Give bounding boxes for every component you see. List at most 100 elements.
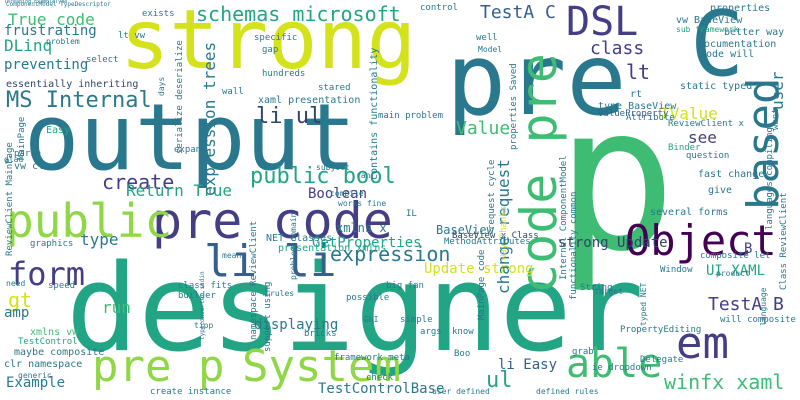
word-li-ul: li ul <box>256 104 323 129</box>
word-net-classes: NET classes <box>266 233 333 244</box>
word-subject: subject <box>316 163 350 172</box>
word-methodattributes: MethodAttributes <box>444 237 531 247</box>
word-type-baseview: type BaseView <box>598 101 677 112</box>
word-mean: mean <box>222 251 242 260</box>
word-reviewclient-x: ReviewClient x <box>668 119 744 129</box>
word-displaying: displaying <box>254 317 339 333</box>
word-example: Example <box>6 375 66 391</box>
word-graphics: graphics <box>30 239 74 249</box>
word-typed-net: typed NET <box>639 282 648 326</box>
word-well: well <box>476 33 498 43</box>
word-functionality-common: functionality common <box>569 191 579 300</box>
word-reviewclient-mainpage: ReviewClient MainPage <box>5 142 15 256</box>
word-class-fits: class fits <box>178 281 233 291</box>
word-clr-namespace: clr namespace <box>4 359 83 370</box>
word-type: type <box>80 230 119 249</box>
word-know: know <box>452 327 474 337</box>
word-lt-vw: lt vw <box>118 31 146 41</box>
word-output: output <box>24 84 357 191</box>
word-form: form <box>8 255 86 293</box>
word-amp: amp <box>4 305 30 321</box>
word-window: Window <box>660 265 693 275</box>
word-pre-code: pre code <box>152 192 393 250</box>
word-way-thanks: way Thanks <box>499 205 509 260</box>
word-xmlns-vw: xmlns vw <box>30 327 79 338</box>
word-vw-clr: vw clr <box>14 161 51 172</box>
word-documentation: documentation <box>698 39 777 50</box>
word-internal-componentmodel: Internal ComponentModel <box>559 155 569 280</box>
word-ui-xaml: UI XAML <box>706 263 766 279</box>
word-create: create <box>102 170 175 194</box>
word-xaml-presentation: xaml presentation <box>258 95 361 106</box>
word-string: String <box>580 283 613 293</box>
word-request-cycle: request cycle <box>487 159 497 230</box>
word-c-big: C <box>690 0 745 97</box>
word-ul: ul <box>486 368 513 393</box>
word-pre-big: pre <box>446 21 627 138</box>
word-baseview-x-class: BaseView x Class <box>452 231 539 241</box>
word-question: question <box>686 151 730 161</box>
word-args: args <box>420 327 442 337</box>
word-strong: strong <box>120 0 417 88</box>
word-grab: grab <box>572 347 594 357</box>
word-static-typed: static typed <box>680 81 753 92</box>
word-properties: properties <box>710 3 771 14</box>
word-language: language <box>759 287 768 326</box>
word-threading-example: Threading ExampleType <box>4 0 68 5</box>
word-li-li: li li <box>204 236 337 287</box>
word-value: Value <box>456 118 511 139</box>
word-dsl: DSL <box>566 0 639 45</box>
word-properties-saved: properties Saved <box>509 63 519 150</box>
word-ms-internal: MS Internal <box>6 88 152 113</box>
word-works-fine: works fine <box>338 199 387 208</box>
word-user: user <box>768 71 787 110</box>
word-contains-functionality: contains functionality <box>369 47 380 180</box>
word-select: select <box>86 55 119 65</box>
word-strong-update: strong Update <box>558 235 668 251</box>
word-generic: generic <box>18 371 52 380</box>
word-schemas-microsoft: schemas microsoft <box>196 2 401 26</box>
word-xmlns-x: xmlns x <box>336 221 387 235</box>
word-maybe-composite: maybe composite <box>14 347 105 358</box>
word-easy: Easy <box>46 125 71 136</box>
word-framework-meta: framework meta <box>334 353 410 363</box>
word-true-code: True code <box>8 10 95 29</box>
word-stared: stared <box>318 83 351 93</box>
word-several-forms: several forms <box>650 207 729 218</box>
word-days: days <box>157 76 166 96</box>
word-public: public <box>6 194 173 248</box>
word-better-way: better way <box>724 27 785 38</box>
word-winfx-xaml: winfx xaml <box>664 370 785 394</box>
word-gt: gt <box>8 288 33 312</box>
word-problem: problem <box>46 37 80 46</box>
word-boolean: Boolean <box>308 186 368 202</box>
word-big-fan: big fan <box>386 281 424 291</box>
word-componentmodel-typedescriptor: ComponentModel TypeDescriptor <box>6 1 111 8</box>
word-possible: possible <box>346 293 390 303</box>
word-target: target <box>594 287 623 296</box>
word-class-reviewclient: Class ReviewClient <box>779 192 789 290</box>
word-li-easy: li Easy <box>498 357 558 373</box>
word-class: class <box>590 38 645 59</box>
word-control: control <box>420 3 458 13</box>
word-p-big: p <box>556 63 677 296</box>
word-sub-framework: sub framework <box>676 25 739 34</box>
word-binder: Binder <box>668 143 701 153</box>
word-will-composite: will composite <box>720 315 796 325</box>
word-return-true: Return True <box>126 181 232 200</box>
word-dlinq: DLinq <box>4 36 53 55</box>
word-gap: gap <box>262 45 279 55</box>
word-ie-dropdown: ie dropdown <box>592 363 652 373</box>
word-compile: compile <box>330 189 364 198</box>
word-exists: exists <box>142 9 175 19</box>
word-testcontrolbase: TestControlBase <box>318 381 445 397</box>
word-designer: designer <box>66 240 644 379</box>
word-composite-let: composite let <box>700 251 771 261</box>
word-testcontrol: TestControl <box>18 337 78 347</box>
word-update-strong: Update strong <box>424 261 534 277</box>
word-defined-rules: defined rules <box>536 387 599 396</box>
word-typeconverter-stdin: typeconverter stdin <box>199 271 206 340</box>
word-em: em <box>676 318 729 369</box>
word-object: Object <box>625 216 777 265</box>
